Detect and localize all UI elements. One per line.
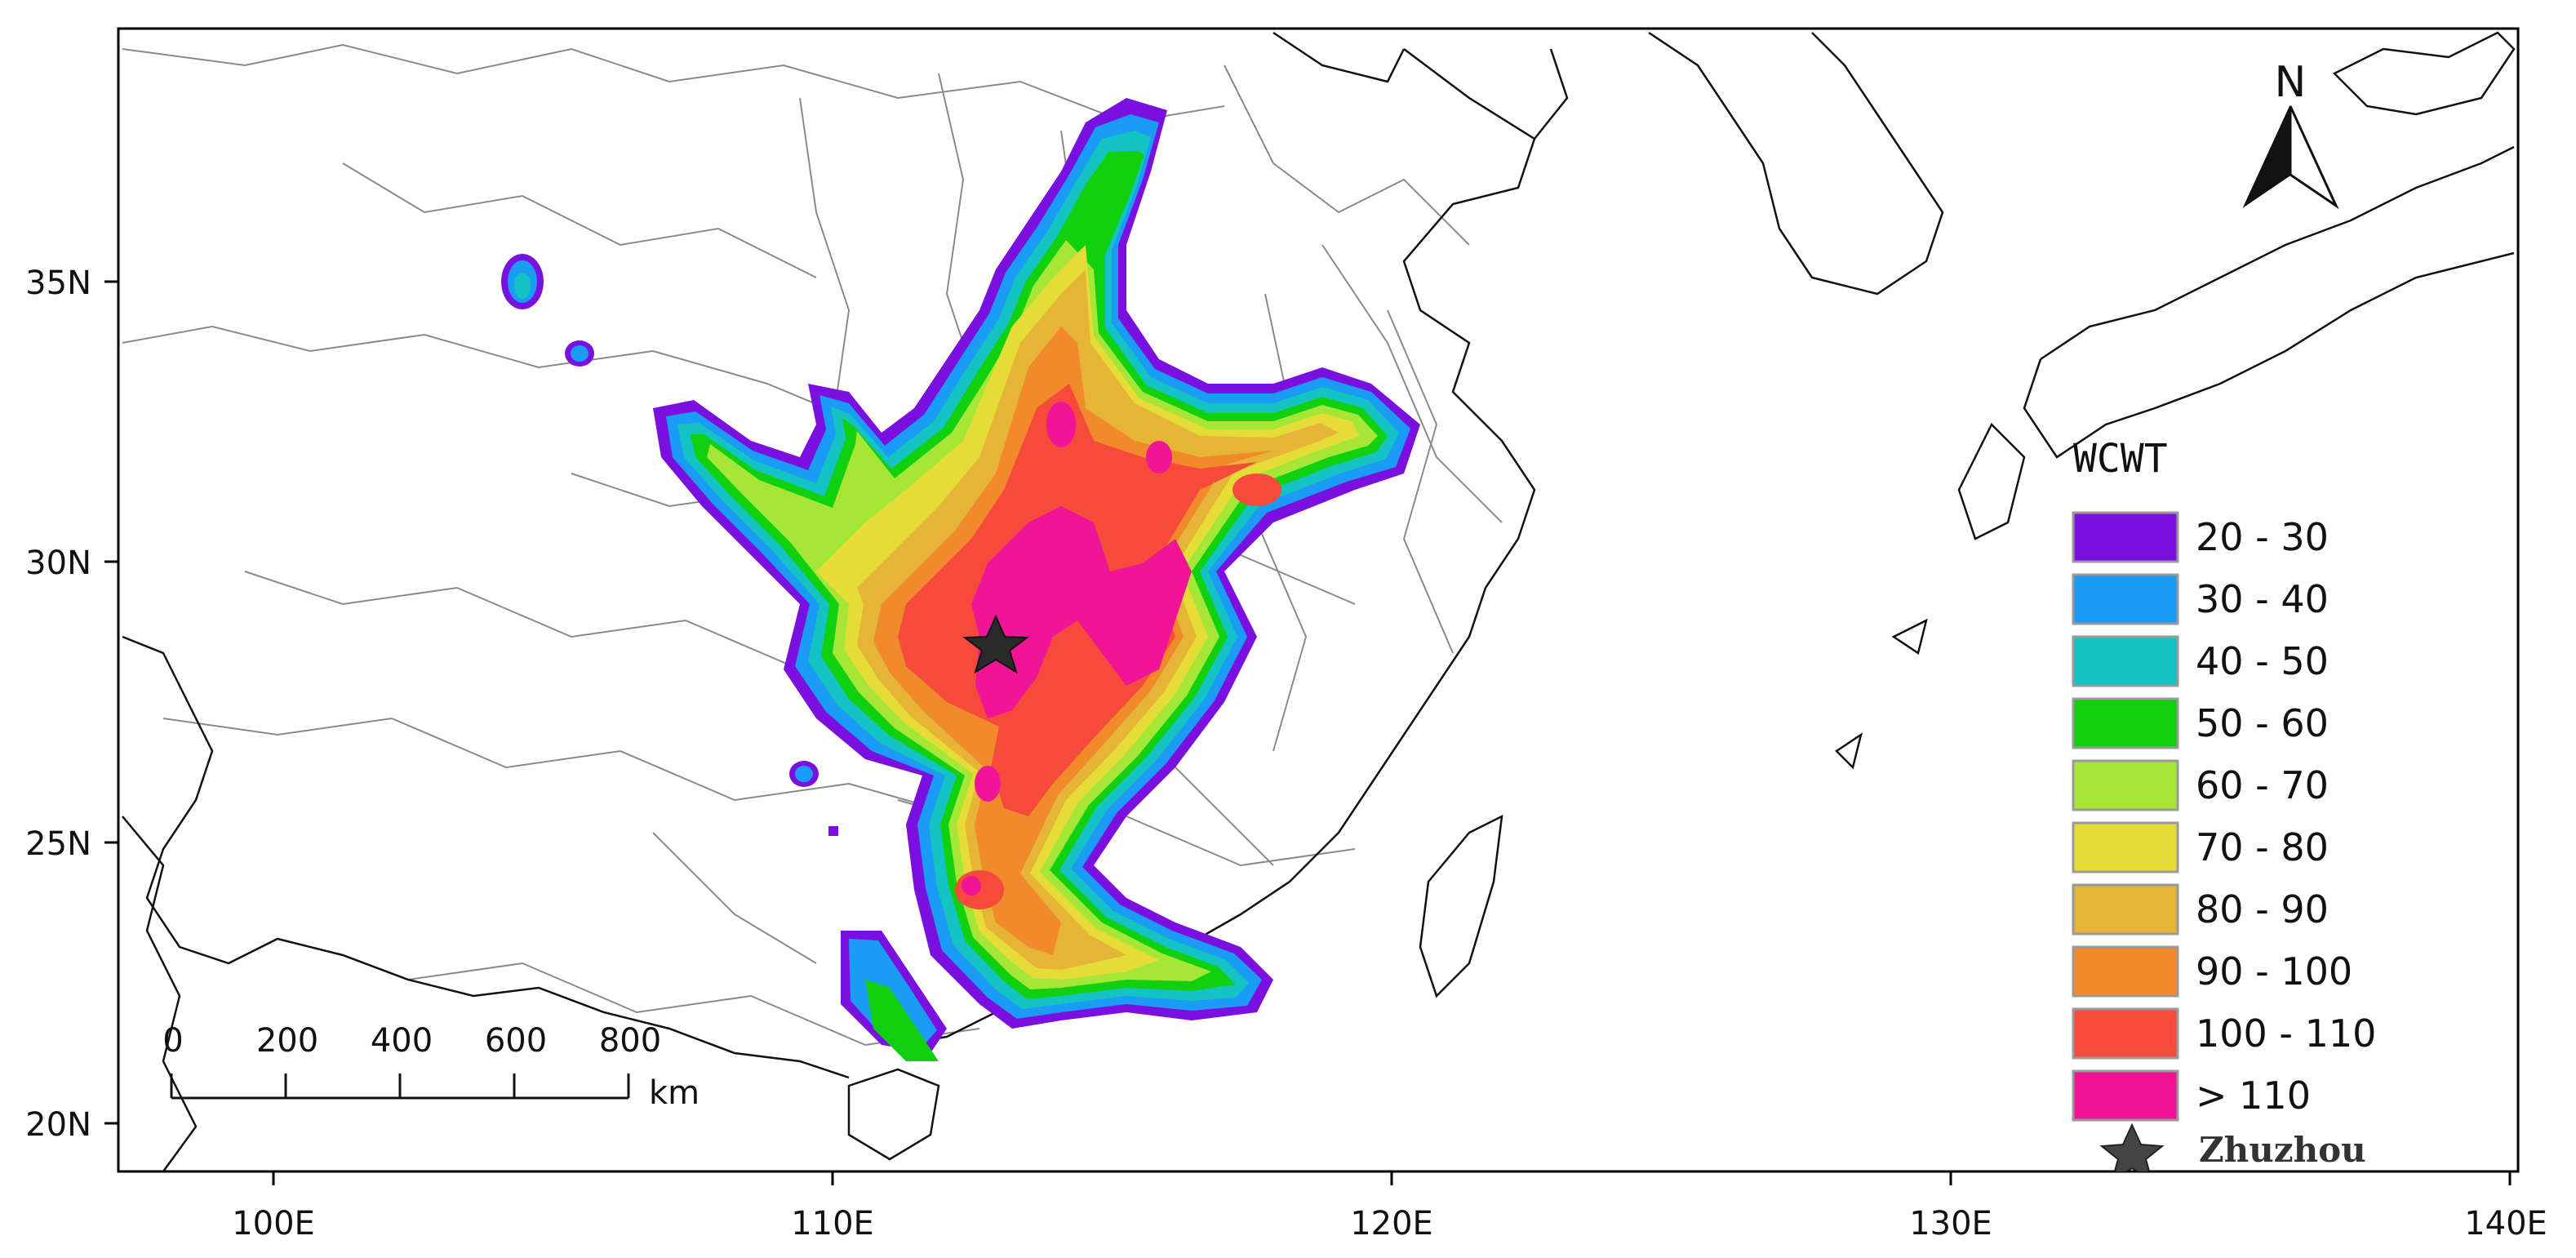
legend-label-4: 60 - 70: [2196, 763, 2329, 807]
legend-label-8: 100 - 110: [2196, 1011, 2376, 1056]
x-tick-110e: 110E: [791, 1205, 874, 1242]
x-tick-130e: 130E: [1909, 1205, 1992, 1242]
legend: WCWT 20 - 30 30 - 40 40 - 50 50 - 60 60 - 70…: [2072, 436, 2376, 1171]
legend-label-6: 80 - 90: [2196, 887, 2329, 931]
legend-swatch-8: [2072, 1007, 2179, 1060]
legend-swatch-2: [2072, 635, 2179, 687]
x-axis: [272, 1171, 2512, 1185]
x-tick-120e: 120E: [1350, 1205, 1433, 1242]
scale-label-0: 0: [162, 1022, 183, 1060]
legend-label-2: 40 - 50: [2196, 639, 2329, 683]
legend-swatch-4: [2072, 759, 2179, 811]
wcwt-contours: [501, 98, 1420, 1061]
scale-label-600: 600: [485, 1022, 547, 1060]
legend-label-0: 20 - 30: [2196, 515, 2329, 559]
legend-swatch-6: [2072, 883, 2179, 936]
legend-swatch-9: [2072, 1069, 2179, 1122]
legend-title: WCWT: [2073, 436, 2168, 482]
coastline-and-borders: [122, 31, 2516, 1171]
y-tick-30n: 30N: [25, 545, 91, 582]
zhuzhou-star-marker: [962, 614, 1029, 674]
scale-label-200: 200: [256, 1022, 318, 1060]
x-tick-140e: 140E: [2464, 1205, 2547, 1242]
scale-unit: km: [649, 1074, 700, 1112]
legend-label-7: 90 - 100: [2196, 949, 2352, 994]
scale-label-400: 400: [371, 1022, 433, 1060]
y-tick-20n: 20N: [25, 1106, 91, 1144]
north-arrow: [2242, 105, 2339, 210]
north-label: N: [2275, 58, 2307, 107]
legend-label-5: 70 - 80: [2196, 825, 2329, 869]
y-tick-35n: 35N: [25, 264, 91, 302]
legend-star-icon: [2099, 1122, 2165, 1171]
legend-swatch-1: [2072, 573, 2179, 625]
legend-label-9: > 110: [2196, 1074, 2311, 1118]
legend-label-3: 50 - 60: [2196, 701, 2329, 745]
y-tick-25n: 25N: [25, 825, 91, 863]
legend-swatch-0: [2072, 511, 2179, 563]
legend-swatch-7: [2072, 945, 2179, 998]
scale-bar: [170, 1074, 630, 1100]
scale-label-800: 800: [599, 1022, 661, 1060]
x-tick-100e: 100E: [232, 1205, 315, 1242]
legend-swatch-3: [2072, 697, 2179, 749]
legend-label-1: 30 - 40: [2196, 577, 2329, 621]
y-axis: [104, 280, 118, 1125]
legend-marker-label: Zhuzhou: [2199, 1130, 2366, 1170]
legend-swatch-5: [2072, 821, 2179, 873]
